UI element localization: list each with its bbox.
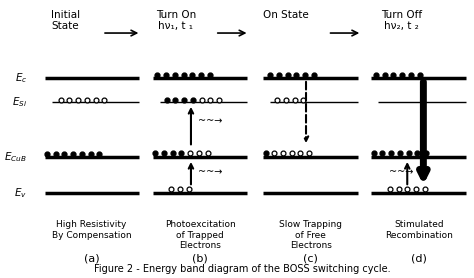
Text: $E_{Si}$: $E_{Si}$ [12,95,27,109]
Text: $E_v$: $E_v$ [14,186,27,200]
Text: High Resistivity
By Compensation: High Resistivity By Compensation [52,220,131,240]
Text: (b): (b) [192,254,208,264]
Text: Turn On
hν₁, t ₁: Turn On hν₁, t ₁ [155,10,196,31]
Text: Initial
State: Initial State [51,10,80,31]
Text: $E_{CuB}$: $E_{CuB}$ [4,150,27,164]
Text: Photoexcitation
of Trapped
Electrons: Photoexcitation of Trapped Electrons [165,220,236,250]
Text: (d): (d) [411,254,427,264]
Text: ~~→: ~~→ [198,167,222,177]
Text: (a): (a) [84,254,100,264]
Text: (c): (c) [303,254,318,264]
Text: $E_c$: $E_c$ [15,71,27,85]
Text: Slow Trapping
of Free
Electrons: Slow Trapping of Free Electrons [279,220,342,250]
Text: Stimulated
Recombination: Stimulated Recombination [385,220,453,240]
Text: On State: On State [264,10,309,20]
Text: ~~→: ~~→ [389,167,413,177]
Text: Figure 2 - Energy band diagram of the BOSS switching cycle.: Figure 2 - Energy band diagram of the BO… [94,264,391,274]
Text: ~~→: ~~→ [198,116,222,126]
Text: Turn Off
hν₂, t ₂: Turn Off hν₂, t ₂ [381,10,422,31]
